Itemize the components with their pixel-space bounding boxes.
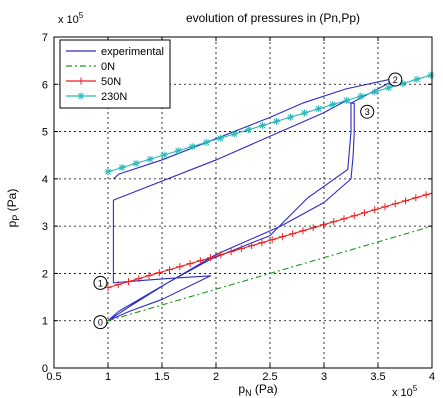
x-tick-label: 3 (321, 371, 327, 383)
series-marker (287, 114, 294, 121)
series-marker (245, 126, 252, 133)
series-marker (175, 147, 182, 154)
series-marker (105, 168, 111, 175)
series-line (107, 225, 433, 322)
y-tick-label: 4 (42, 174, 48, 186)
x-tick-label: 3.5 (370, 371, 385, 383)
series-marker (427, 72, 434, 79)
series-marker (273, 118, 280, 125)
y-tick-label: 2 (42, 268, 48, 280)
legend-entry: 50N (66, 76, 121, 88)
legend: experimental 0N 50N 230N (59, 39, 171, 109)
series-marker (357, 93, 364, 100)
legend-entry: 230N (66, 91, 127, 103)
legend-entry: 0N (66, 61, 115, 73)
series-line (107, 192, 433, 289)
y-exponent-label: x 105 (58, 11, 84, 26)
y-tick-label: 3 (42, 221, 48, 233)
annotation-marker: 3 (360, 104, 375, 119)
axes-frame (53, 36, 433, 369)
series-marker (133, 160, 140, 167)
x-tick-label: 2.5 (262, 371, 277, 383)
annotation-circle (360, 104, 375, 119)
annotation-label: 2 (393, 75, 398, 85)
series-marker (315, 105, 322, 112)
x-tick-label: 1.5 (154, 371, 169, 383)
series-marker (203, 139, 210, 146)
series-marker (343, 97, 350, 104)
annotation-marker: 2 (388, 72, 403, 87)
series-marker (217, 135, 224, 142)
series-marker (259, 122, 266, 129)
series-230n (104, 71, 435, 176)
x-tick-label: 2 (213, 371, 219, 383)
series-50n (104, 191, 433, 292)
series-marker (189, 143, 196, 150)
legend-marker (78, 93, 84, 99)
legend-label: experimental (101, 46, 164, 58)
annotation-label: 1 (98, 278, 103, 288)
y-tick-label: 7 (42, 32, 48, 44)
series-marker (329, 101, 336, 108)
series-marker (385, 84, 392, 91)
y-tick-label: 0 (42, 363, 48, 375)
series-marker (119, 164, 125, 171)
legend-label: 50N (101, 76, 121, 88)
annotation-circle (93, 275, 108, 290)
y-tick-label: 1 (42, 316, 48, 328)
series-marker (399, 80, 406, 87)
x-exponent-label: x 105 (392, 384, 418, 398)
x-tick-label: 4 (429, 371, 435, 383)
legend-entry: experimental (66, 46, 164, 58)
series-marker (301, 110, 308, 116)
annotations: 0 1 2 3 (93, 72, 403, 330)
y-axis-label: pP (Pa) (5, 189, 21, 228)
chart-title: evolution of pressures in (Pn,Pp) (186, 11, 360, 25)
series-layer (104, 71, 435, 322)
x-tick-label: 1 (105, 371, 111, 383)
y-tick-label: 5 (42, 127, 48, 139)
series-line (107, 74, 433, 173)
annotation-label: 0 (98, 318, 103, 328)
series-marker (161, 152, 168, 158)
annotation-circle (93, 315, 108, 330)
annotation-marker: 1 (93, 275, 108, 290)
series-marker (371, 89, 378, 95)
legend-label: 230N (101, 91, 127, 103)
annotation-circle (388, 72, 403, 87)
series-marker (413, 76, 420, 83)
annotation-marker: 0 (93, 315, 108, 330)
series-marker (231, 131, 238, 137)
x-tick-label: 0.5 (46, 371, 61, 383)
x-axis-label: pN (Pa) (238, 382, 277, 398)
annotation-label: 3 (365, 107, 370, 117)
tick-labels: 0.5 1 1.5 2 2.5 3 3.5 4 0 1 2 3 4 5 6 7 (42, 32, 435, 383)
series-0n (107, 225, 433, 322)
legend-label: 0N (101, 61, 115, 73)
series-marker (147, 156, 154, 163)
y-tick-label: 6 (42, 79, 48, 91)
